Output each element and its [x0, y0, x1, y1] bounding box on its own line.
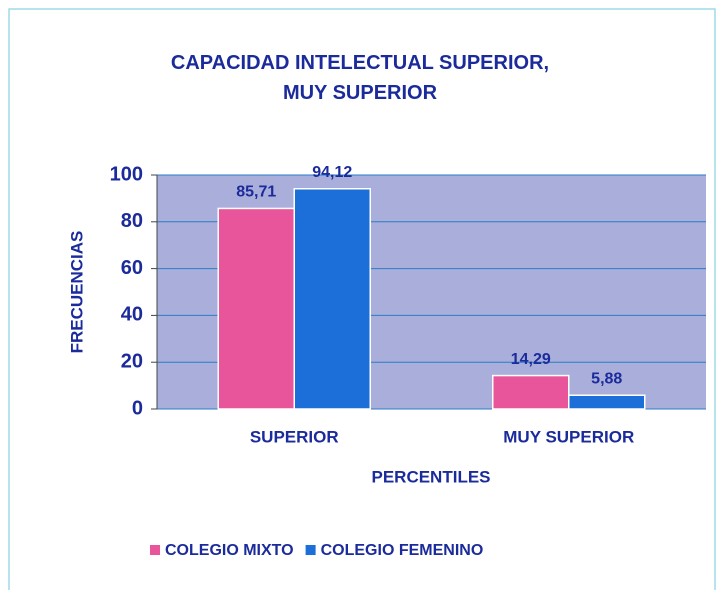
y-tick-label: 0: [132, 397, 143, 419]
y-tick-label: 80: [121, 210, 143, 232]
y-axis-label: FRECUENCIAS: [67, 231, 86, 354]
legend-label: COLEGIO MIXTO: [165, 542, 294, 559]
bar: [568, 394, 646, 410]
legend-swatch: [305, 545, 316, 555]
y-tick-label: 40: [121, 304, 143, 326]
y-tick-label: 20: [121, 350, 143, 372]
x-tick-label: SUPERIOR: [250, 427, 339, 446]
legend-swatch: [150, 545, 160, 555]
bar: [492, 374, 570, 410]
value-label: 85,71: [236, 184, 276, 201]
value-label: 5,88: [591, 370, 622, 387]
value-label: 14,29: [511, 351, 551, 368]
x-tick-label: MUY SUPERIOR: [503, 427, 634, 446]
frame: [8, 8, 716, 590]
y-tick-label: 60: [121, 257, 143, 279]
y-tick-label: 100: [110, 163, 143, 185]
x-axis-label: PERCENTILES: [371, 467, 490, 486]
value-label: 94,12: [312, 164, 352, 181]
legend-label: COLEGIO FEMENINO: [321, 542, 484, 559]
chart-title: CAPACIDAD INTELECTUAL SUPERIOR, MUY SUPE…: [170, 52, 550, 104]
bar: [217, 207, 295, 410]
bar: [293, 188, 371, 410]
